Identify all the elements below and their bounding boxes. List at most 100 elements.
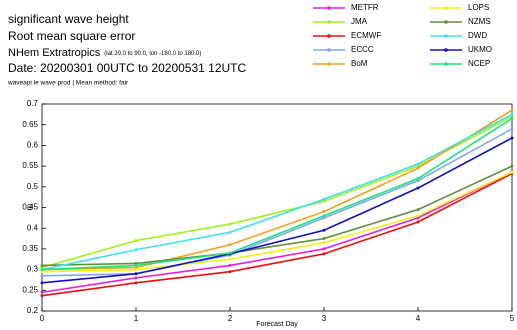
point bbox=[510, 114, 514, 118]
plot-frame bbox=[41, 103, 513, 312]
point bbox=[510, 136, 514, 140]
y-tick-label: 0.6 bbox=[27, 141, 39, 150]
y-tick-label: 0.65 bbox=[22, 120, 38, 129]
legend-marker bbox=[444, 34, 448, 38]
point bbox=[40, 274, 44, 278]
series-line bbox=[41, 171, 513, 273]
point bbox=[322, 241, 326, 245]
point bbox=[322, 199, 326, 203]
point bbox=[510, 170, 514, 174]
point bbox=[134, 276, 138, 280]
point bbox=[228, 222, 232, 226]
legend-label: JMA bbox=[351, 17, 368, 26]
point bbox=[228, 263, 232, 267]
legend-marker bbox=[444, 62, 448, 66]
series-line bbox=[41, 117, 513, 271]
point bbox=[322, 197, 326, 201]
point bbox=[416, 220, 420, 224]
y-tick-label: 0.45 bbox=[22, 203, 38, 212]
x-tick-label: 3 bbox=[322, 314, 327, 323]
x-tick-label: 0 bbox=[40, 314, 45, 323]
x-tick-label: 4 bbox=[416, 314, 421, 323]
y-tick-label: 0.55 bbox=[22, 161, 38, 170]
chart-title: significant wave height bbox=[8, 12, 129, 26]
y-tick-label: 0.25 bbox=[22, 285, 38, 294]
legend-label: NZMS bbox=[468, 17, 491, 26]
legend-marker bbox=[444, 48, 448, 52]
series-line bbox=[41, 115, 513, 269]
y-tick-label: 0.5 bbox=[27, 182, 39, 191]
point bbox=[416, 166, 420, 170]
series-line bbox=[41, 172, 513, 297]
y-tick-label: 0.3 bbox=[27, 265, 39, 274]
point bbox=[134, 281, 138, 285]
region-name: NHem Extratropics bbox=[8, 47, 101, 59]
point bbox=[228, 230, 232, 234]
point bbox=[416, 162, 420, 166]
point bbox=[134, 266, 138, 270]
point bbox=[40, 294, 44, 298]
point bbox=[416, 208, 420, 212]
legend-label: NCEP bbox=[468, 59, 490, 68]
series-line bbox=[41, 171, 513, 294]
y-axis-label: m bbox=[25, 203, 34, 210]
series-line bbox=[41, 128, 513, 277]
point bbox=[510, 112, 514, 116]
legend-label: UKMO bbox=[468, 45, 492, 54]
region: NHem Extratropics (lat 20.0 to 90.0, lon … bbox=[8, 47, 201, 59]
series-line bbox=[41, 165, 513, 267]
point bbox=[416, 177, 420, 181]
legend-label: DWD bbox=[468, 31, 487, 40]
y-tick-label: 0.7 bbox=[27, 99, 39, 108]
x-tick-label: 5 bbox=[510, 314, 515, 323]
point bbox=[510, 108, 514, 112]
region-detail: (lat 20.0 to 90.0, lon -180.0 to 180.0) bbox=[104, 51, 201, 57]
x-tick-label: 2 bbox=[228, 314, 233, 323]
point bbox=[134, 263, 138, 267]
legend-label: LOPS bbox=[468, 3, 489, 12]
point bbox=[416, 179, 420, 183]
point bbox=[228, 243, 232, 247]
legend-marker bbox=[444, 20, 448, 24]
x-tick-label: 1 bbox=[134, 314, 139, 323]
point bbox=[228, 251, 232, 255]
legend-marker bbox=[444, 6, 448, 10]
legend-marker bbox=[327, 62, 331, 66]
chart-subtitle: Root mean square error bbox=[8, 29, 135, 43]
point bbox=[322, 252, 326, 256]
series-line bbox=[41, 137, 513, 284]
legend-marker bbox=[327, 20, 331, 24]
point bbox=[134, 261, 138, 265]
x-axis-label: Forecast Day bbox=[256, 321, 298, 328]
y-tick-label: 0.2 bbox=[27, 306, 39, 315]
legend-label: ECCC bbox=[351, 45, 374, 54]
point bbox=[40, 281, 44, 285]
date: Date: 20200301 00UTC to 20200531 12UTC bbox=[8, 61, 246, 75]
point bbox=[510, 116, 514, 120]
note: waveapi le wave prod | Mean method: fair bbox=[7, 80, 129, 87]
point bbox=[228, 270, 232, 274]
legend-marker bbox=[327, 6, 331, 10]
legend-label: BoM bbox=[351, 59, 368, 68]
point bbox=[510, 127, 514, 131]
legend-label: METFR bbox=[351, 3, 379, 12]
point bbox=[416, 214, 420, 218]
point bbox=[40, 270, 44, 274]
y-tick-label: 0.4 bbox=[27, 223, 39, 232]
point bbox=[322, 237, 326, 241]
point bbox=[510, 164, 514, 168]
point bbox=[322, 214, 326, 218]
legend-marker bbox=[327, 48, 331, 52]
point bbox=[228, 257, 232, 261]
point bbox=[134, 268, 138, 272]
legend-label: ECMWF bbox=[351, 31, 381, 40]
point bbox=[134, 239, 138, 243]
point bbox=[40, 290, 44, 294]
point bbox=[134, 272, 138, 276]
point bbox=[322, 228, 326, 232]
point bbox=[134, 248, 138, 252]
point bbox=[416, 186, 420, 190]
point bbox=[40, 266, 44, 270]
point bbox=[40, 263, 44, 267]
